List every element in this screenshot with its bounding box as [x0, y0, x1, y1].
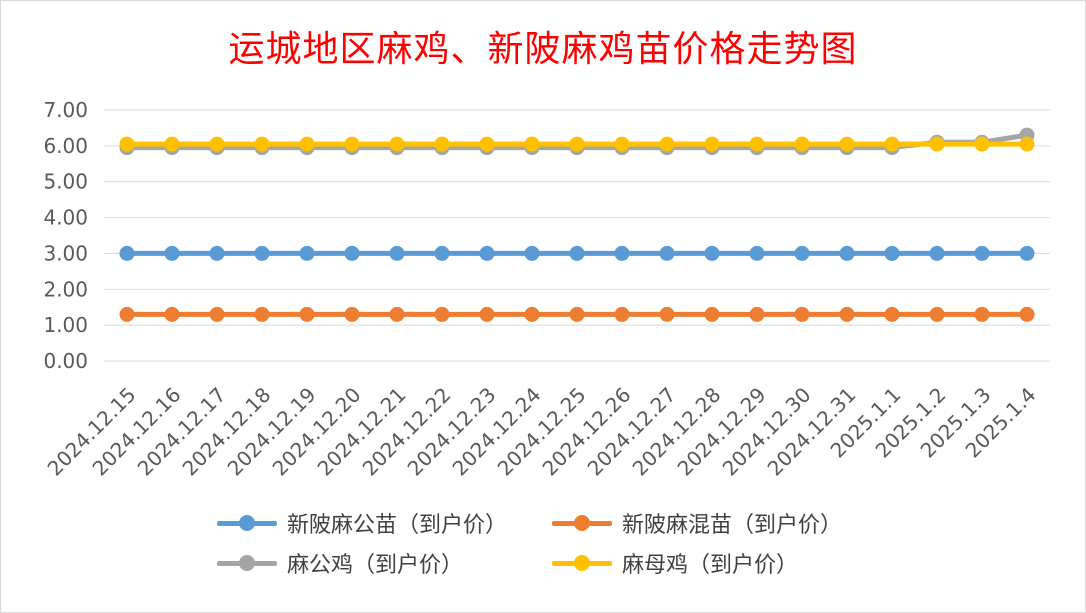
- data-point: [209, 136, 225, 152]
- y-tick-label: 5.00: [43, 170, 88, 194]
- data-point: [614, 136, 630, 152]
- data-point: [164, 306, 180, 322]
- data-point: [389, 136, 405, 152]
- data-point: [209, 245, 225, 261]
- data-point: [1019, 136, 1035, 152]
- data-point: [524, 306, 540, 322]
- data-point: [929, 136, 945, 152]
- data-point: [1019, 306, 1035, 322]
- data-point: [434, 245, 450, 261]
- data-point: [344, 306, 360, 322]
- data-point: [749, 136, 765, 152]
- legend: 新陂麻公苗（到户价） 新陂麻混苗（到户价） 麻公鸡（到户价） 麻母鸡（到户价）: [215, 508, 895, 578]
- data-point: [704, 306, 720, 322]
- legend-swatch: [215, 553, 279, 573]
- data-point: [974, 245, 990, 261]
- x-axis-tick-labels: 2024.12.152024.12.162024.12.172024.12.18…: [43, 383, 1041, 481]
- data-point: [254, 136, 270, 152]
- data-point: [119, 136, 135, 152]
- legend-item: 麻母鸡（到户价）: [550, 548, 890, 578]
- legend-item: 新陂麻混苗（到户价）: [550, 508, 890, 538]
- data-point: [974, 306, 990, 322]
- y-tick-label: 6.00: [43, 134, 88, 158]
- legend-label: 新陂麻公苗（到户价）: [287, 513, 508, 538]
- y-tick-label: 0.00: [43, 349, 88, 373]
- data-point: [119, 245, 135, 261]
- data-point: [704, 245, 720, 261]
- legend-label: 麻母鸡（到户价）: [622, 553, 799, 578]
- data-point: [749, 306, 765, 322]
- data-point: [794, 245, 810, 261]
- data-point: [254, 245, 270, 261]
- data-point: [749, 245, 765, 261]
- data-point: [929, 245, 945, 261]
- series-0: [119, 245, 1035, 261]
- legend-item: 麻公鸡（到户价）: [215, 548, 550, 578]
- data-point: [299, 245, 315, 261]
- data-point: [659, 136, 675, 152]
- y-tick-label: 7.00: [43, 98, 88, 122]
- data-point: [479, 136, 495, 152]
- data-point: [164, 245, 180, 261]
- data-point: [659, 306, 675, 322]
- data-point: [884, 136, 900, 152]
- data-point: [704, 136, 720, 152]
- y-axis-tick-labels: 0.00 1.00 2.00 3.00 4.00 5.00 6.00 7.00: [43, 98, 88, 373]
- legend-marker: [574, 555, 590, 571]
- data-point: [839, 136, 855, 152]
- data-point: [569, 245, 585, 261]
- data-point: [524, 136, 540, 152]
- legend-item: 新陂麻公苗（到户价）: [215, 508, 550, 538]
- legend-swatch: [550, 553, 614, 573]
- data-point: [794, 306, 810, 322]
- data-point: [299, 306, 315, 322]
- legend-swatch: [215, 513, 279, 533]
- data-point: [524, 245, 540, 261]
- data-point: [929, 306, 945, 322]
- y-tick-label: 1.00: [43, 313, 88, 337]
- legend-marker: [574, 515, 590, 531]
- data-point: [209, 306, 225, 322]
- data-point: [569, 136, 585, 152]
- data-point: [839, 306, 855, 322]
- data-point: [479, 245, 495, 261]
- legend-marker: [239, 515, 255, 531]
- data-point: [884, 306, 900, 322]
- data-point: [434, 136, 450, 152]
- data-point: [614, 245, 630, 261]
- data-point: [569, 306, 585, 322]
- chart-title: 运城地区麻鸡、新陂麻鸡苗价格走势图: [228, 29, 858, 70]
- y-tick-label: 3.00: [43, 241, 88, 265]
- data-point: [659, 245, 675, 261]
- data-point: [164, 136, 180, 152]
- data-point: [839, 245, 855, 261]
- data-point: [794, 136, 810, 152]
- legend-swatch: [550, 513, 614, 533]
- data-point: [389, 245, 405, 261]
- series-1: [119, 306, 1035, 322]
- y-tick-label: 2.00: [43, 277, 88, 301]
- data-point: [479, 306, 495, 322]
- data-point: [1019, 245, 1035, 261]
- data-point: [884, 245, 900, 261]
- data-point: [434, 306, 450, 322]
- series-3: [119, 136, 1035, 152]
- series-group: [119, 127, 1035, 322]
- data-point: [389, 306, 405, 322]
- data-point: [254, 306, 270, 322]
- data-point: [614, 306, 630, 322]
- legend-label: 新陂麻混苗（到户价）: [622, 513, 843, 538]
- data-point: [119, 306, 135, 322]
- legend-marker: [239, 555, 255, 571]
- legend-label: 麻公鸡（到户价）: [287, 553, 464, 578]
- y-tick-label: 4.00: [43, 206, 88, 230]
- data-point: [344, 136, 360, 152]
- data-point: [344, 245, 360, 261]
- data-point: [299, 136, 315, 152]
- data-point: [974, 136, 990, 152]
